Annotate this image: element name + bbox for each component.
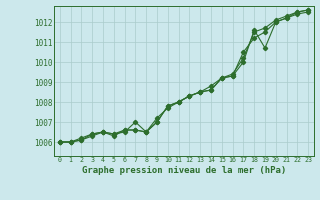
X-axis label: Graphe pression niveau de la mer (hPa): Graphe pression niveau de la mer (hPa) — [82, 166, 286, 175]
